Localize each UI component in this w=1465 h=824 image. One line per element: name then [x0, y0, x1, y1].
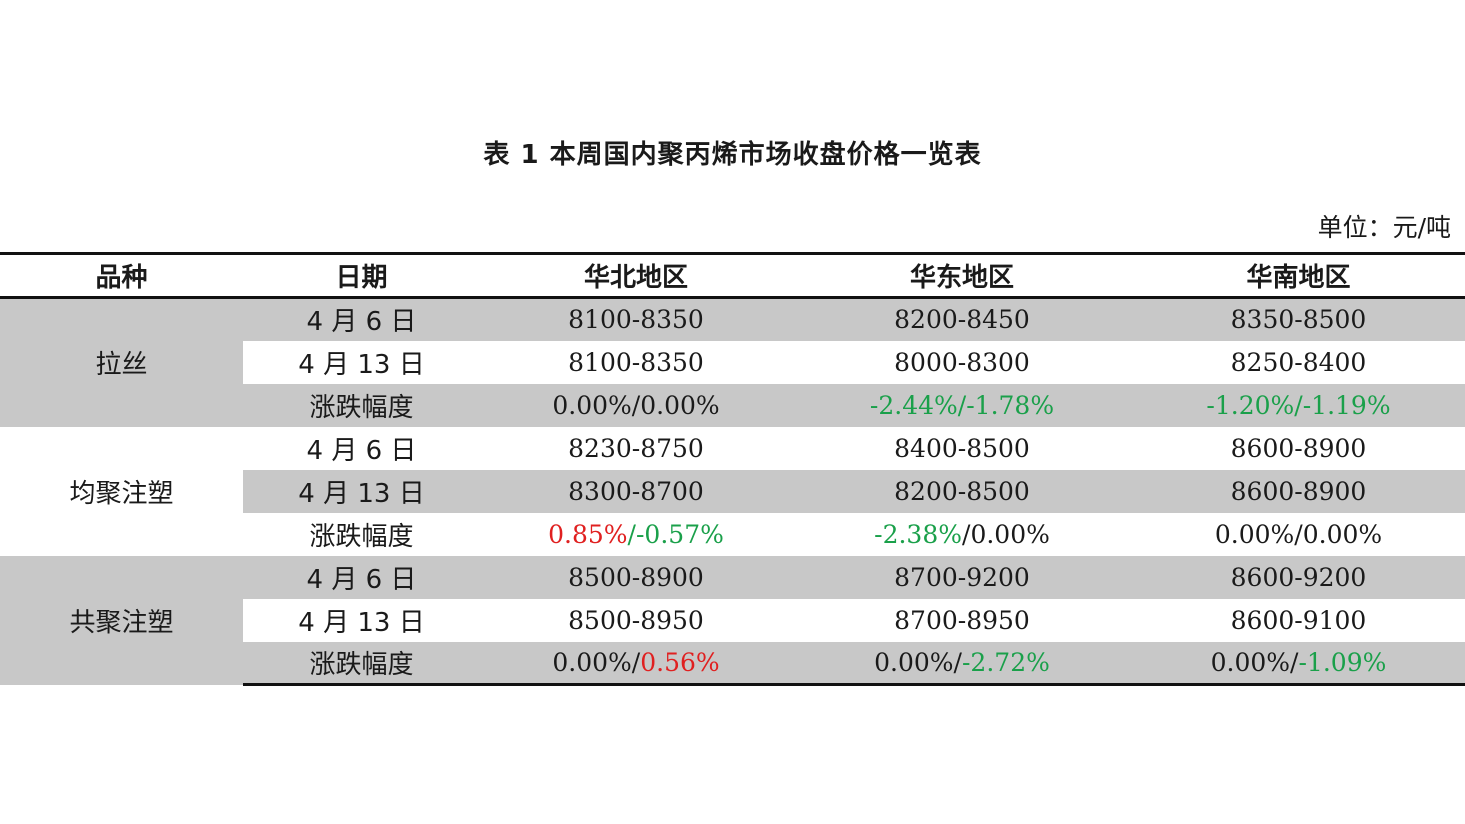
- price-table: 品种 日期 华北地区 华东地区 华南地区 拉丝 4 月 6 日 8100-835…: [0, 252, 1465, 686]
- south-change: -1.20%/-1.19%: [1132, 383, 1465, 427]
- change-low: -2.44%: [869, 390, 958, 420]
- header-variety: 品种: [0, 252, 243, 299]
- header-date: 日期: [243, 252, 480, 299]
- header-south: 华南地区: [1132, 252, 1465, 299]
- north-change: 0.00%/0.56%: [480, 641, 792, 686]
- change-high: 0.00%: [640, 390, 720, 420]
- change-high: 0.00%: [1302, 519, 1383, 549]
- date-cell: 4 月 13 日: [243, 340, 480, 384]
- table-row: 共聚注塑 4 月 6 日 8500-8900 8700-9200 8600-92…: [0, 555, 1465, 685]
- north-price: 8100-8350: [480, 297, 792, 341]
- change-high: -1.78%: [966, 390, 1055, 420]
- change-high: -1.09%: [1298, 647, 1387, 677]
- table-row: 4 月 13 日 8300-8700 8200-8500 8600-8900: [0, 469, 1465, 513]
- header-north: 华北地区: [480, 252, 792, 299]
- change-low: -1.20%: [1206, 390, 1295, 420]
- north-price: 8500-8950: [480, 598, 792, 642]
- south-price: 8250-8400: [1132, 340, 1465, 384]
- change-high: -1.19%: [1302, 390, 1391, 420]
- change-label: 涨跌幅度: [243, 641, 480, 686]
- change-low: -2.38%: [874, 519, 962, 549]
- variety-cell: 拉丝: [0, 297, 243, 427]
- change-high: -2.72%: [961, 647, 1050, 677]
- table-title: 表 1 本周国内聚丙烯市场收盘价格一览表: [483, 140, 982, 170]
- change-low: 0.00%: [552, 647, 632, 677]
- change-low: 0.85%: [548, 519, 628, 549]
- change-label: 涨跌幅度: [243, 383, 480, 427]
- north-price: 8100-8350: [480, 340, 792, 384]
- east-price: 8200-8500: [792, 469, 1132, 513]
- header-row: 品种 日期 华北地区 华东地区 华南地区: [0, 252, 1465, 299]
- south-change: 0.00%/-1.09%: [1132, 641, 1465, 686]
- header-east: 华东地区: [792, 252, 1132, 299]
- change-low: 0.00%: [1210, 647, 1291, 677]
- east-price: 8700-8950: [792, 598, 1132, 642]
- south-price: 8600-9100: [1132, 598, 1465, 642]
- change-low: 0.00%: [552, 390, 632, 420]
- change-high: 0.00%: [970, 519, 1050, 549]
- variety-cell: 共聚注塑: [0, 555, 243, 685]
- table-row: 涨跌幅度 0.00%/0.56% 0.00%/-2.72% 0.00%/-1.0…: [0, 641, 1465, 686]
- change-low: 0.00%: [1214, 519, 1295, 549]
- table-row: 4 月 13 日 8500-8950 8700-8950 8600-9100: [0, 598, 1465, 642]
- north-price: 8300-8700: [480, 469, 792, 513]
- north-change: 0.85%/-0.57%: [480, 512, 792, 556]
- date-cell: 4 月 6 日: [243, 555, 480, 599]
- unit-label: 单位：元/吨: [1317, 213, 1451, 242]
- north-price: 8500-8900: [480, 555, 792, 599]
- table-row: 4 月 13 日 8100-8350 8000-8300 8250-8400: [0, 340, 1465, 384]
- date-cell: 4 月 6 日: [243, 426, 480, 470]
- south-price: 8600-9200: [1132, 555, 1465, 599]
- date-cell: 4 月 13 日: [243, 598, 480, 642]
- south-price: 8350-8500: [1132, 297, 1465, 341]
- change-low: 0.00%: [874, 647, 954, 677]
- date-cell: 4 月 13 日: [243, 469, 480, 513]
- variety-cell: 均聚注塑: [0, 426, 243, 556]
- table-row: 涨跌幅度 0.00%/0.00% -2.44%/-1.78% -1.20%/-1…: [0, 383, 1465, 427]
- east-change: 0.00%/-2.72%: [792, 641, 1132, 686]
- east-change: -2.44%/-1.78%: [792, 383, 1132, 427]
- north-price: 8230-8750: [480, 426, 792, 470]
- east-price: 8700-9200: [792, 555, 1132, 599]
- east-price: 8000-8300: [792, 340, 1132, 384]
- north-change: 0.00%/0.00%: [480, 383, 792, 427]
- south-change: 0.00%/0.00%: [1132, 512, 1465, 556]
- east-price: 8200-8450: [792, 297, 1132, 341]
- east-change: -2.38%/0.00%: [792, 512, 1132, 556]
- change-high: -0.57%: [635, 519, 724, 549]
- date-cell: 4 月 6 日: [243, 297, 480, 341]
- table-row: 拉丝 4 月 6 日 8100-8350 8200-8450 8350-8500: [0, 297, 1465, 427]
- south-price: 8600-8900: [1132, 469, 1465, 513]
- east-price: 8400-8500: [792, 426, 1132, 470]
- table-row: 均聚注塑 4 月 6 日 8230-8750 8400-8500 8600-89…: [0, 426, 1465, 556]
- table-row: 涨跌幅度 0.85%/-0.57% -2.38%/0.00% 0.00%/0.0…: [0, 512, 1465, 556]
- change-high: 0.56%: [640, 647, 720, 677]
- south-price: 8600-8900: [1132, 426, 1465, 470]
- change-label: 涨跌幅度: [243, 512, 480, 556]
